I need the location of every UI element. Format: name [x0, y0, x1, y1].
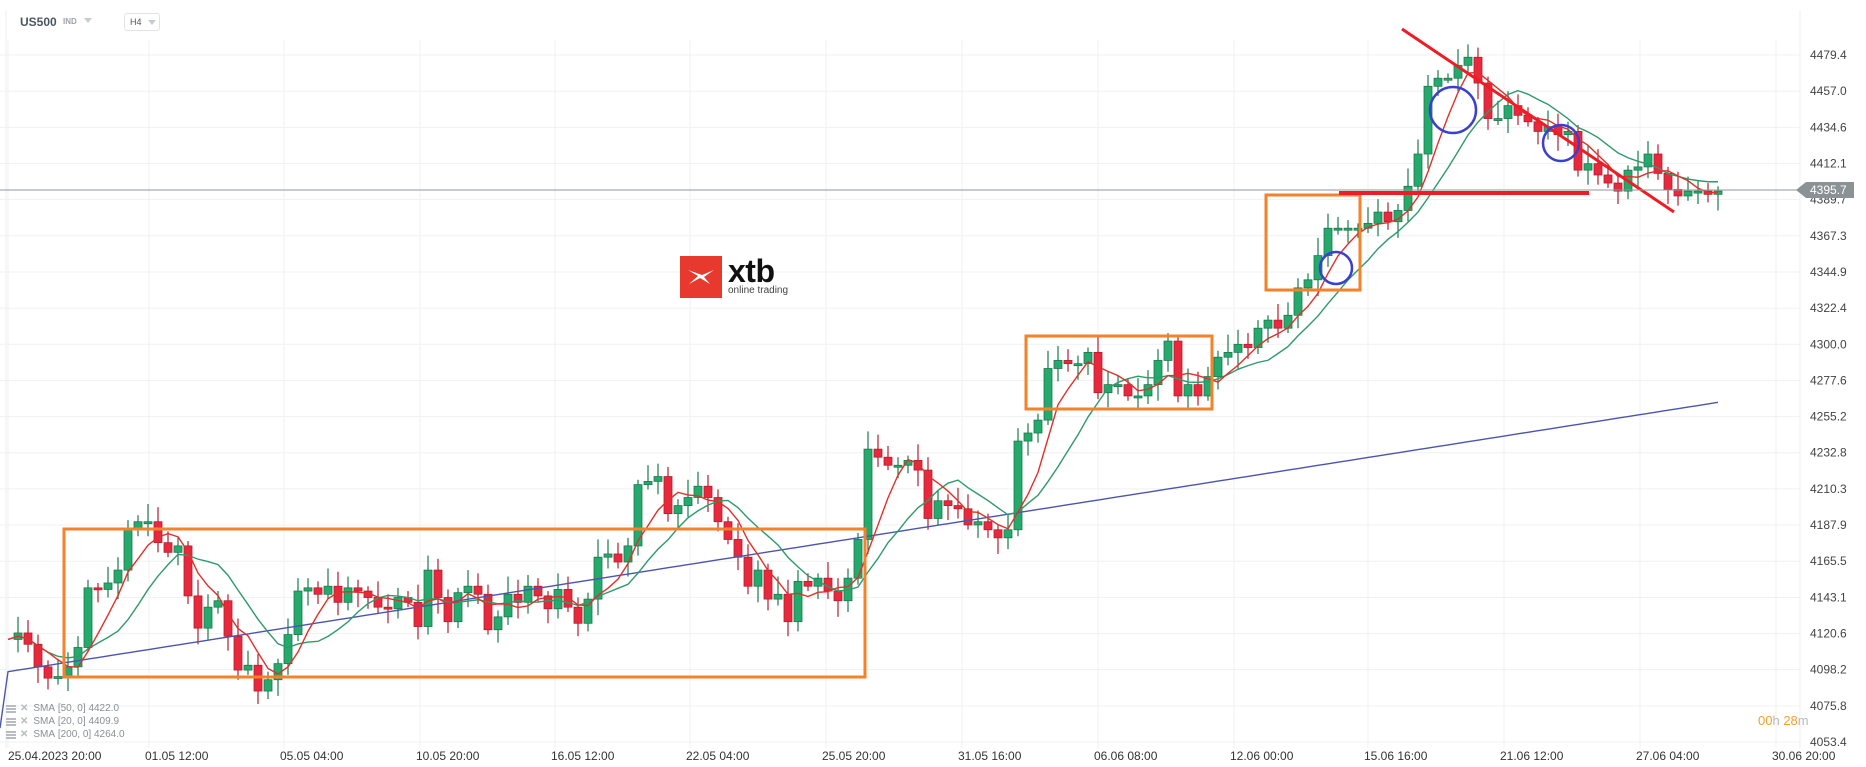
symbol-label[interactable]: US500: [20, 15, 57, 29]
countdown-m-unit: m: [1797, 713, 1809, 728]
x-axis-tick: 16.05 12:00: [551, 749, 615, 763]
market-type-label[interactable]: IND: [63, 17, 77, 26]
x-axis-tick: 31.05 16:00: [958, 749, 1022, 763]
sma50-line: [7, 89, 1718, 659]
sma200-line: [0, 401, 1719, 729]
xtb-logo: xtb online trading: [680, 253, 789, 298]
close-icon[interactable]: ✕: [20, 703, 29, 714]
highlight-circle[interactable]: [1318, 250, 1354, 286]
y-axis-tick: 4120.6: [1810, 627, 1847, 641]
drag-handle-icon[interactable]: [6, 704, 16, 713]
y-axis-tick: 4075.8: [1810, 699, 1847, 713]
chart-header: US500 IND H4: [0, 0, 1800, 40]
annotations[interactable]: [62, 27, 1675, 679]
legend-value: 4422.0: [88, 703, 120, 714]
legend-params: [200, 0]: [57, 729, 92, 740]
x-axis-tick: 01.05 12:00: [145, 749, 209, 763]
legend-item-sma200[interactable]: ✕ SMA [200, 0] 4264.0: [6, 728, 125, 741]
x-axis-tick: 21.06 12:00: [1500, 749, 1564, 763]
x-axis-tick: 30.06 20:00: [1772, 749, 1836, 763]
chevron-down-icon: [148, 20, 156, 25]
y-axis-tick: 4232.8: [1810, 446, 1847, 460]
y-axis-tick: 4187.9: [1810, 518, 1847, 532]
legend-item-sma20[interactable]: ✕ SMA [20, 0] 4409.9: [6, 715, 125, 728]
x-axis-tick: 10.05 20:00: [416, 749, 480, 763]
y-axis-tick: 4322.4: [1810, 301, 1847, 315]
countdown-minutes: 28: [1783, 713, 1798, 728]
y-axis-tick: 4457.0: [1810, 84, 1847, 98]
y-axis-tick: 4412.1: [1810, 156, 1847, 170]
highlight-circle[interactable]: [1428, 85, 1478, 135]
x-axis-tick: 27.06 04:00: [1636, 749, 1700, 763]
x-axis-tick: 05.05 04:00: [280, 749, 344, 763]
legend-label: SMA: [33, 729, 56, 740]
candle-countdown: 00h 28m: [1758, 713, 1809, 728]
countdown-h-unit: h: [1772, 713, 1780, 728]
logo-tagline: online trading: [728, 285, 789, 296]
logo-brand: xtb: [728, 253, 775, 289]
y-axis-tick: 4053.4: [1810, 735, 1847, 749]
sma20-line: [7, 71, 1719, 675]
x-axis-tick: 06.06 08:00: [1094, 749, 1158, 763]
legend-value: 4409.9: [88, 716, 120, 727]
legend-params: [20, 0]: [57, 716, 86, 727]
candles: [13, 44, 1723, 704]
y-axis-tick: 4277.6: [1810, 373, 1847, 387]
current-price-value: 4395.7: [1810, 183, 1847, 197]
close-icon[interactable]: ✕: [20, 729, 29, 740]
legend-label: SMA: [33, 716, 56, 727]
legend-value: 4264.0: [93, 729, 125, 740]
x-axis-tick: 22.05 04:00: [686, 749, 750, 763]
indicator-legend: ✕ SMA [50, 0] 4422.0 ✕ SMA [20, 0] 4409.…: [6, 702, 125, 741]
range-box-3[interactable]: [1264, 193, 1362, 292]
highlight-circle[interactable]: [1541, 123, 1581, 163]
y-axis-tick: 4367.3: [1810, 229, 1847, 243]
chevron-down-icon[interactable]: [84, 18, 92, 23]
x-axis-tick: 25.05 20:00: [822, 749, 886, 763]
close-icon[interactable]: ✕: [20, 716, 29, 727]
legend-label: SMA: [33, 703, 56, 714]
x-axis-tick: 12.06 00:00: [1230, 749, 1294, 763]
y-axis-tick: 4479.4: [1810, 48, 1847, 62]
x-axis-tick: 15.06 16:00: [1364, 749, 1428, 763]
y-axis-tick: 4344.9: [1810, 265, 1847, 279]
drag-handle-icon[interactable]: [6, 730, 16, 739]
resistance-trendline[interactable]: [1401, 27, 1675, 214]
y-axis-tick: 4434.6: [1810, 120, 1847, 134]
legend-params: [50, 0]: [57, 703, 86, 714]
range-box-1[interactable]: [62, 527, 867, 679]
y-axis-tick: 4143.1: [1810, 590, 1847, 604]
legend-item-sma50[interactable]: ✕ SMA [50, 0] 4422.0: [6, 702, 125, 715]
y-axis-tick: 4098.2: [1810, 663, 1847, 677]
drag-handle-icon[interactable]: [6, 717, 16, 726]
current-price-tag: [1796, 182, 1854, 198]
y-axis-tick: 4210.3: [1810, 482, 1847, 496]
x-axis-tick: 25.04.2023 20:00: [8, 749, 102, 763]
timeframe-value: H4: [130, 17, 142, 27]
timeframe-select[interactable]: H4: [124, 13, 160, 31]
range-box-2[interactable]: [1024, 334, 1214, 411]
y-axis-tick: 4165.5: [1810, 554, 1847, 568]
countdown-hours: 00: [1758, 713, 1773, 728]
y-axis-tick: 4255.2: [1810, 410, 1847, 424]
xtb-x-icon: [680, 256, 722, 298]
y-axis-tick: 4300.0: [1810, 337, 1847, 351]
